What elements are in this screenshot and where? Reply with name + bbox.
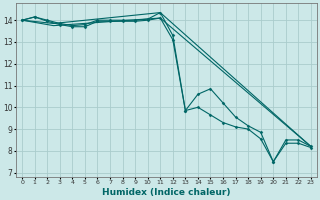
X-axis label: Humidex (Indice chaleur): Humidex (Indice chaleur) [102,188,231,197]
